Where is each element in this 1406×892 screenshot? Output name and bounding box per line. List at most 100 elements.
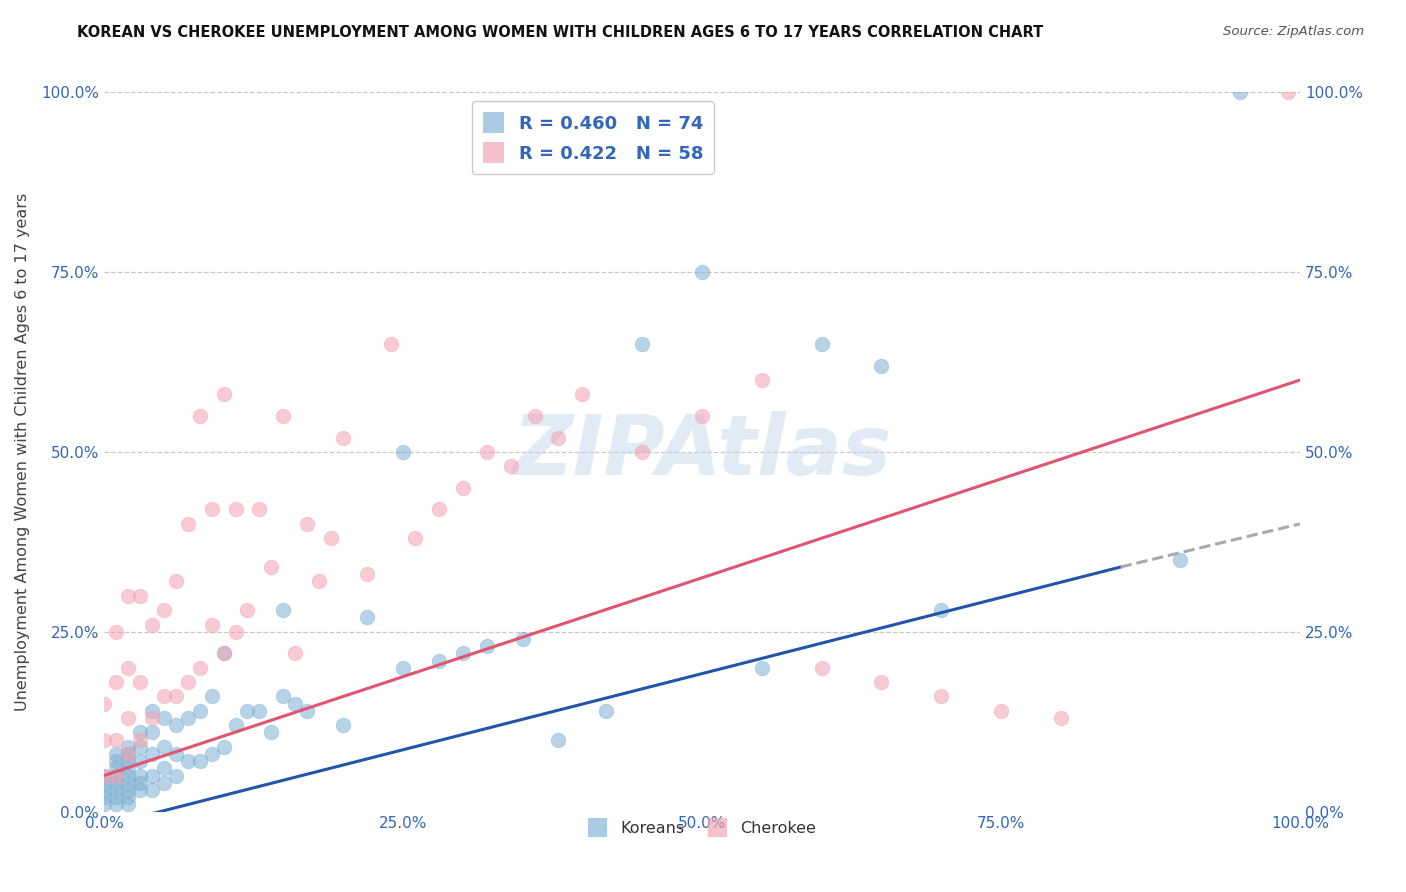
Point bbox=[273, 690, 295, 704]
Point bbox=[929, 690, 952, 704]
Point bbox=[128, 732, 150, 747]
Point bbox=[141, 747, 163, 761]
Point bbox=[165, 747, 187, 761]
Point bbox=[188, 754, 211, 768]
Point bbox=[260, 725, 283, 739]
Point bbox=[427, 653, 450, 667]
Point bbox=[249, 502, 271, 516]
Point bbox=[104, 624, 127, 639]
Point bbox=[104, 761, 127, 775]
Point bbox=[117, 754, 139, 768]
Point bbox=[870, 675, 893, 690]
Point bbox=[392, 661, 415, 675]
Point bbox=[104, 754, 127, 768]
Point bbox=[273, 409, 295, 423]
Point bbox=[212, 739, 235, 754]
Point bbox=[152, 690, 174, 704]
Text: ZIPAtlas: ZIPAtlas bbox=[512, 411, 891, 492]
Point bbox=[152, 711, 174, 725]
Point bbox=[201, 617, 224, 632]
Point bbox=[117, 783, 139, 797]
Point bbox=[176, 516, 198, 531]
Point bbox=[93, 783, 115, 797]
Point bbox=[188, 704, 211, 718]
Point bbox=[260, 560, 283, 574]
Point bbox=[751, 373, 773, 387]
Point bbox=[284, 697, 307, 711]
Point bbox=[93, 776, 115, 790]
Point bbox=[93, 732, 115, 747]
Point bbox=[152, 739, 174, 754]
Point bbox=[104, 732, 127, 747]
Point bbox=[427, 502, 450, 516]
Point bbox=[356, 567, 378, 582]
Point bbox=[475, 639, 498, 653]
Point bbox=[212, 646, 235, 660]
Point bbox=[212, 646, 235, 660]
Point bbox=[547, 431, 569, 445]
Point bbox=[690, 265, 713, 279]
Point bbox=[201, 690, 224, 704]
Point bbox=[631, 445, 654, 459]
Point bbox=[117, 776, 139, 790]
Point bbox=[128, 754, 150, 768]
Point bbox=[93, 768, 115, 782]
Point bbox=[212, 387, 235, 401]
Point bbox=[141, 725, 163, 739]
Point bbox=[104, 768, 127, 782]
Point bbox=[117, 661, 139, 675]
Point bbox=[751, 661, 773, 675]
Point bbox=[104, 768, 127, 782]
Point bbox=[117, 739, 139, 754]
Point bbox=[356, 610, 378, 624]
Point bbox=[117, 761, 139, 775]
Point bbox=[547, 732, 569, 747]
Point bbox=[152, 776, 174, 790]
Point bbox=[1229, 86, 1251, 100]
Point bbox=[104, 675, 127, 690]
Point bbox=[176, 754, 198, 768]
Text: Source: ZipAtlas.com: Source: ZipAtlas.com bbox=[1223, 25, 1364, 38]
Point bbox=[104, 790, 127, 805]
Point bbox=[165, 690, 187, 704]
Point bbox=[690, 409, 713, 423]
Point bbox=[165, 718, 187, 732]
Point bbox=[499, 459, 522, 474]
Point bbox=[176, 711, 198, 725]
Point bbox=[236, 603, 259, 617]
Point bbox=[117, 768, 139, 782]
Point bbox=[475, 445, 498, 459]
Point bbox=[128, 725, 150, 739]
Point bbox=[332, 431, 354, 445]
Point bbox=[128, 589, 150, 603]
Point bbox=[104, 747, 127, 761]
Point bbox=[165, 574, 187, 589]
Point bbox=[165, 768, 187, 782]
Point bbox=[297, 516, 319, 531]
Point bbox=[297, 704, 319, 718]
Point bbox=[117, 797, 139, 812]
Point bbox=[404, 531, 426, 545]
Point bbox=[128, 675, 150, 690]
Point bbox=[810, 337, 832, 351]
Point bbox=[1277, 86, 1299, 100]
Point bbox=[201, 747, 224, 761]
Point bbox=[1049, 711, 1071, 725]
Point bbox=[571, 387, 593, 401]
Point bbox=[321, 531, 343, 545]
Point bbox=[104, 797, 127, 812]
Y-axis label: Unemployment Among Women with Children Ages 6 to 17 years: Unemployment Among Women with Children A… bbox=[15, 193, 30, 711]
Point bbox=[117, 747, 139, 761]
Point bbox=[332, 718, 354, 732]
Point bbox=[128, 776, 150, 790]
Point bbox=[380, 337, 402, 351]
Point bbox=[117, 790, 139, 805]
Point bbox=[93, 697, 115, 711]
Point bbox=[141, 704, 163, 718]
Point bbox=[595, 704, 617, 718]
Point bbox=[117, 747, 139, 761]
Point bbox=[870, 359, 893, 373]
Point bbox=[249, 704, 271, 718]
Point bbox=[1170, 553, 1192, 567]
Point bbox=[273, 603, 295, 617]
